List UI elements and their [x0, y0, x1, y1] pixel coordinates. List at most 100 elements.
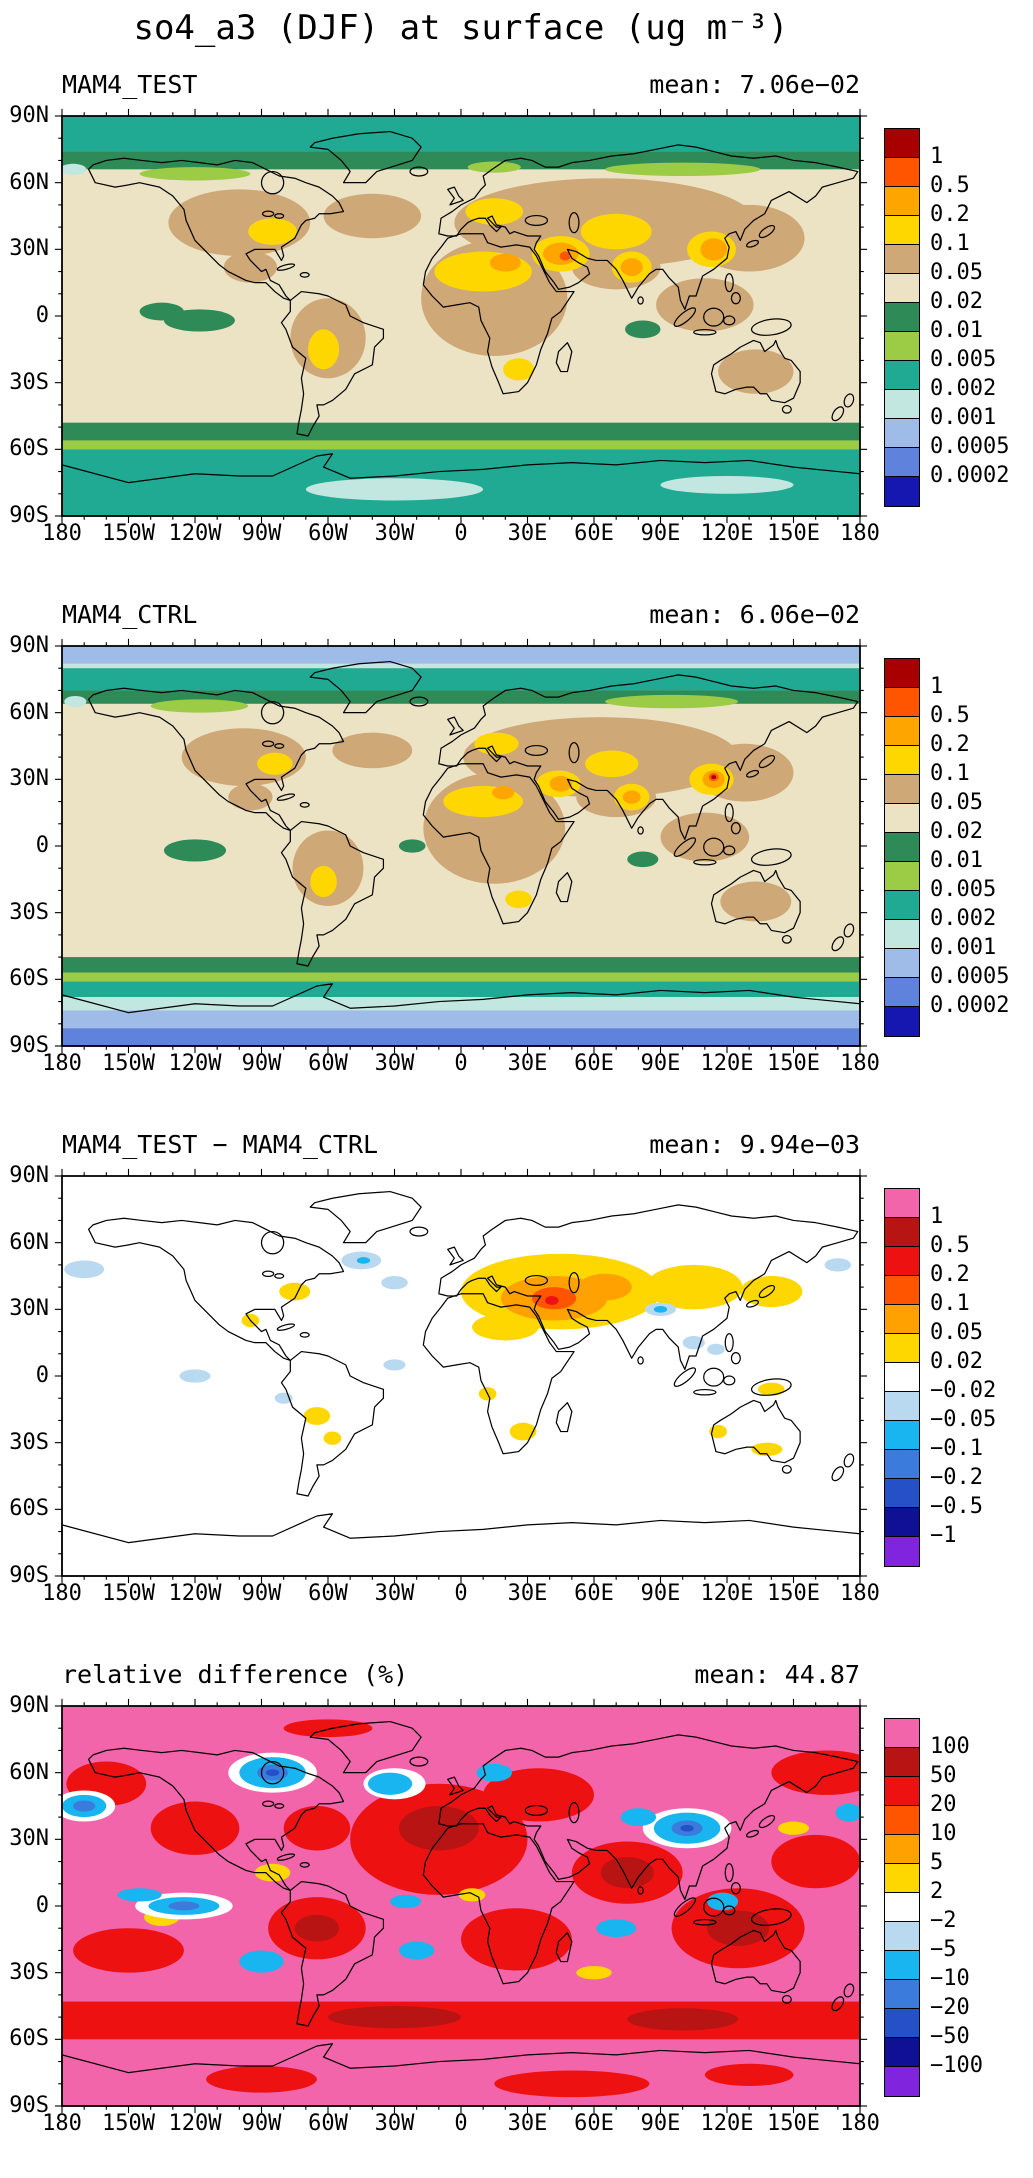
colorbar-swatch [885, 419, 919, 448]
colorbar-swatch [885, 1806, 919, 1835]
colorbar-tick-label: 0.001 [930, 405, 997, 430]
colorbar-tick-label: −0.02 [930, 1378, 997, 1403]
map-canvas [54, 108, 868, 524]
lon-tick-label: 180 [840, 1051, 880, 1076]
panel-header: MAM4_TEST mean: 7.06e−02 [62, 70, 860, 99]
lat-tick-label: 60S [9, 436, 49, 462]
colorbar-swatch [885, 1748, 919, 1777]
colorbar-swatch [885, 158, 919, 187]
lat-tick-label: 60S [9, 2026, 49, 2052]
lon-tick-label: 150W [102, 1051, 155, 1076]
lat-tick-label: 30N [9, 766, 49, 792]
lat-axis-labels: 90N 60N 30N 0 30S 60S 90S [0, 1164, 55, 1588]
lon-tick-label: 150E [767, 1581, 820, 1606]
map-relative-difference [54, 1698, 868, 2114]
map-canvas [54, 1168, 868, 1584]
colorbar-swatch [885, 2009, 919, 2038]
colorbar-tick-label: 0.1 [930, 761, 970, 786]
lat-tick-label: 60N [9, 699, 49, 725]
colorbar-labels: 1 0.5 0.2 0.1 0.05 0.02 −0.02 −0.05 −0.1 −0.2 −0.5… [930, 1188, 1030, 1565]
lon-tick-label: 90E [640, 521, 681, 546]
colorbar-swatch [885, 1363, 919, 1392]
lat-tick-label: 90S [9, 503, 49, 528]
colorbar-swatch [885, 477, 919, 506]
coastline-layer [61, 130, 861, 517]
field-layer [62, 1706, 860, 2106]
panel-mean: mean: 7.06e−02 [649, 70, 860, 99]
colorbar-swatch [885, 688, 919, 717]
panel-mean: mean: 6.06e−02 [649, 600, 860, 629]
lon-tick-label: 150E [767, 521, 820, 546]
lat-tick-label: 90N [9, 1163, 49, 1188]
colorbar-swatch [885, 2067, 919, 2096]
colorbar-swatch [885, 891, 919, 920]
panel-mean: mean: 44.87 [694, 1660, 860, 1689]
lat-tick-label: 90S [9, 2093, 49, 2118]
colorbar-tick-label: 0.0005 [930, 434, 1010, 459]
lat-tick-label: 30N [9, 1296, 49, 1322]
colorbar-tick-label: 2 [930, 1879, 944, 1904]
lon-tick-label: 150E [767, 1051, 820, 1076]
colorbar-tick-label: −20 [930, 1995, 970, 2020]
colorbar-swatch [885, 245, 919, 274]
colorbar-tick-label: −10 [930, 1966, 970, 1991]
lat-tick-label: 0 [35, 833, 49, 858]
colorbar-tick-label: 0.2 [930, 202, 970, 227]
lon-tick-label: 180 [840, 1581, 880, 1606]
colorbar-tick-label: −5 [930, 1937, 957, 1962]
panel-header: MAM4_TEST − MAM4_CTRL mean: 9.94e−03 [62, 1130, 860, 1159]
lon-axis-labels: 180 150W 120W 90W 60W 30W 0 30E 60E 90E 120E 150E 18… [42, 521, 880, 548]
field-layer [62, 1176, 860, 1576]
colorbar-labels: 1 0.5 0.2 0.1 0.05 0.02 0.01 0.005 0.002 0.001 0.0… [930, 658, 1030, 1035]
colorbar-tick-label: 1 [930, 144, 944, 169]
colorbar-tick-label: 0.001 [930, 935, 997, 960]
colorbar-swatch [885, 448, 919, 477]
colorbar-swatch [885, 659, 919, 688]
colorbar-swatch [885, 1276, 919, 1305]
lon-tick-label: 90E [640, 2111, 681, 2136]
lon-tick-label: 30E [507, 1581, 548, 1606]
colorbar-tick-label: 0.05 [930, 1320, 983, 1345]
lon-tick-label: 0 [454, 2111, 468, 2136]
lat-tick-label: 60S [9, 1496, 49, 1522]
colorbar-tick-label: 0.2 [930, 732, 970, 757]
colorbar-tick-label: 20 [930, 1792, 957, 1817]
lon-tick-label: 90W [241, 1051, 282, 1076]
colorbar-tick-label: 0.5 [930, 1233, 970, 1258]
lon-tick-label: 120W [168, 1581, 222, 1606]
field-layer [62, 646, 860, 1046]
colorbar-tick-label: 0.01 [930, 318, 983, 343]
lon-tick-label: 90W [241, 2111, 282, 2136]
lon-axis-labels: 180 150W 120W 90W 60W 30W 0 30E 60E 90E 120E 150E 18… [42, 1051, 880, 1078]
lon-tick-label: 90W [241, 521, 282, 546]
lon-tick-label: 0 [454, 1581, 468, 1606]
colorbar-swatch [885, 1777, 919, 1806]
lon-tick-label: 30E [507, 1051, 548, 1076]
colorbar-swatch [885, 717, 919, 746]
colorbar-swatch [885, 332, 919, 361]
colorbar-swatch [885, 1980, 919, 2009]
colorbar-swatch [885, 1305, 919, 1334]
colorbar [884, 658, 920, 1037]
colorbar-swatch [885, 775, 919, 804]
lat-tick-label: 30S [9, 1959, 49, 1985]
colorbar-tick-label: 0.005 [930, 347, 997, 372]
colorbar-swatch [885, 1450, 919, 1479]
lat-tick-label: 30S [9, 899, 49, 925]
map-mam4-ctrl [54, 638, 868, 1054]
colorbar-swatch [885, 1334, 919, 1363]
colorbar-swatch [885, 1719, 919, 1748]
colorbar-swatch [885, 978, 919, 1007]
lon-tick-label: 180 [840, 2111, 880, 2136]
lon-tick-label: 60E [574, 1051, 614, 1076]
colorbar-labels: 100 50 20 10 5 2 −2 −5 −10 −20 −50 −100 [930, 1718, 1030, 2095]
figure-title: so4_a3 (DJF) at surface (ug m⁻³) [133, 8, 789, 48]
colorbar-tick-label: 0.0002 [930, 993, 1010, 1018]
panel-mam4-ctrl: MAM4_CTRL mean: 6.06e−02 90N 60N 30N 0 30S 60… [0, 588, 1033, 1118]
lon-tick-label: 180 [42, 2111, 82, 2136]
colorbar-swatch [885, 833, 919, 862]
colorbar-tick-label: 1 [930, 674, 944, 699]
colorbar-tick-label: 0.1 [930, 1291, 970, 1316]
lat-tick-label: 60N [9, 169, 49, 195]
lat-tick-label: 60N [9, 1229, 49, 1255]
